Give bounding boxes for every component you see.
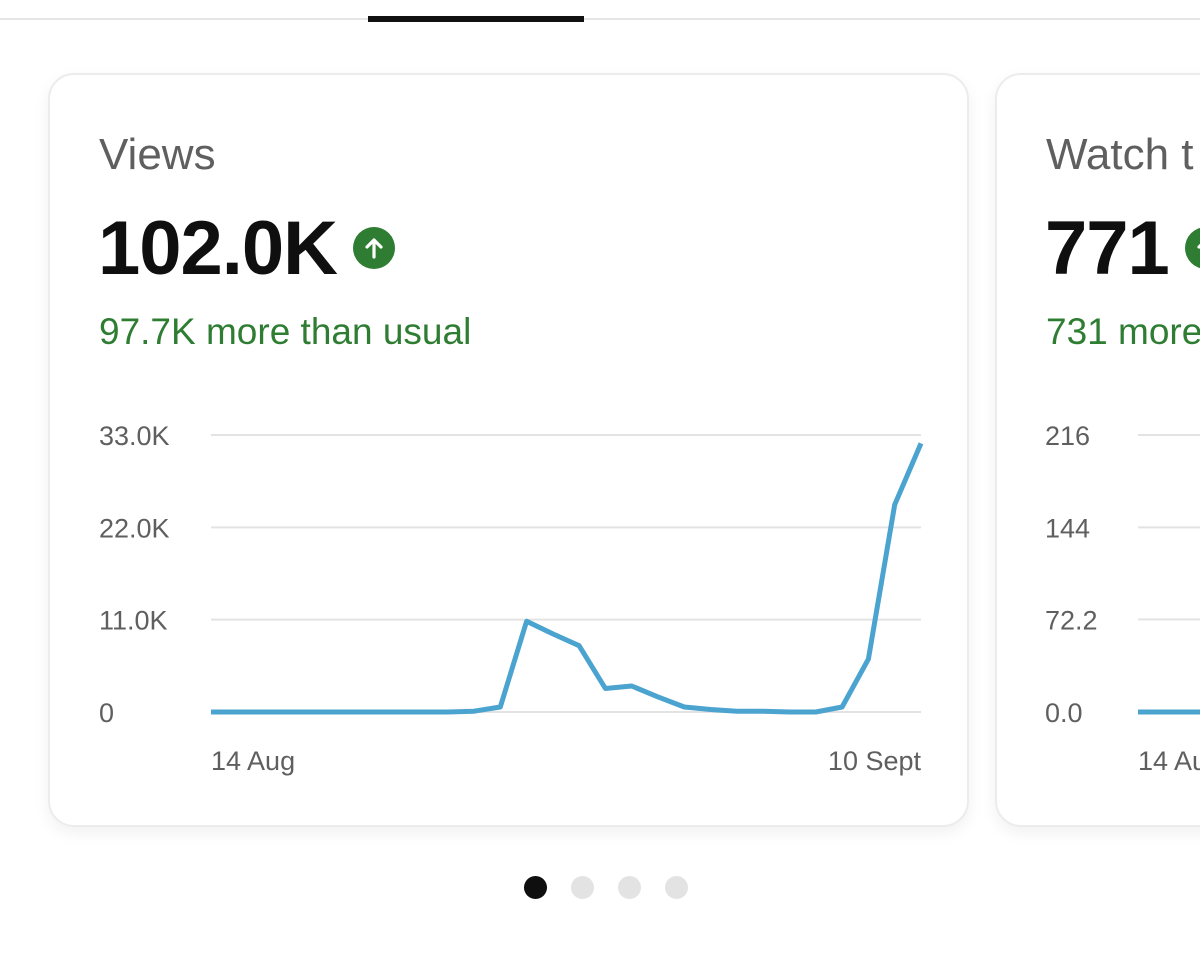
x-tick-label: 10 Sept [828,746,922,776]
active-tab-indicator[interactable] [368,16,584,22]
views-line-chart: 0 11.0K 22.0K 33.0K 14 Aug 10 Sept [99,421,924,776]
comparison-text: 97.7K more than usual [99,311,472,352]
pagination-dot[interactable] [665,876,688,899]
metric-value: 771 [1045,205,1170,291]
tab-track [0,18,1200,20]
arrow-up-icon [1184,227,1200,269]
watch-time-card[interactable]: Watch t 771 731 more 0.0 72.2 144 216 14 Au [995,73,1200,827]
watch-time-line-chart: 0.0 72.2 144 216 14 Au [1045,421,1200,776]
x-tick-label: 14 Aug [211,746,295,776]
y-tick-label: 216 [1045,421,1090,451]
card-title: Views [99,130,216,179]
y-tick-label: 144 [1045,513,1090,543]
card-title: Watch t [1046,130,1194,179]
carousel-pagination [524,876,688,899]
views-card[interactable]: Views 102.0K 97.7K more than usual 0 11.0… [48,73,969,827]
metric-row: 102.0K [98,205,396,291]
y-tick-label: 0 [99,698,114,728]
y-tick-label: 72.2 [1045,605,1098,635]
arrow-up-icon [353,227,396,269]
series-line [211,442,924,715]
pagination-dot[interactable] [571,876,594,899]
comparison-text: 731 more [1046,311,1200,352]
y-tick-label: 22.0K [99,513,170,543]
pagination-dot[interactable] [524,876,547,899]
y-tick-label: 11.0K [99,606,168,636]
y-tick-label: 0.0 [1045,698,1083,728]
metric-row: 771 [1045,205,1200,291]
x-tick-label: 14 Au [1138,746,1200,776]
pagination-dot[interactable] [618,876,641,899]
metric-value: 102.0K [98,205,338,291]
y-tick-label: 33.0K [99,421,170,451]
